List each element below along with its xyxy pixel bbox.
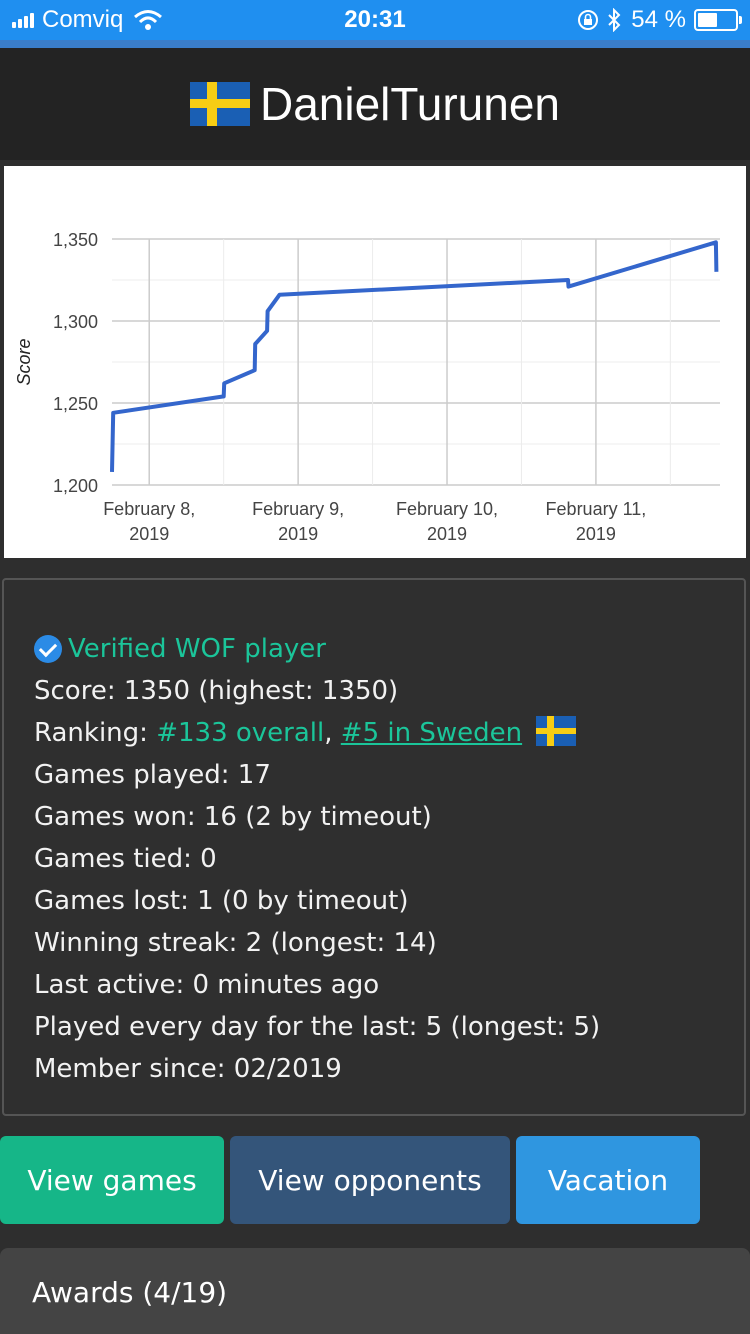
rotation-lock-icon: [578, 10, 599, 30]
y-tick-label: 1,250: [53, 394, 98, 414]
wifi-icon: [134, 10, 163, 30]
status-right: 54 %: [577, 6, 742, 34]
y-tick-label: 1,200: [53, 476, 98, 496]
x-tick-label: February 9,: [252, 499, 344, 519]
status-underline: [0, 40, 750, 48]
y-tick-label: 1,300: [53, 312, 98, 332]
awards-section[interactable]: Awards (4/19): [0, 1248, 750, 1334]
x-tick-label-year: 2019: [576, 524, 616, 544]
games-lost-line: Games lost: 1 (0 by timeout): [34, 886, 409, 916]
x-tick-label-year: 2019: [278, 524, 318, 544]
x-tick-label-year: 2019: [129, 524, 169, 544]
ranking-country-label: #5 in Sweden: [340, 718, 523, 748]
games-tied-line: Games tied: 0: [34, 844, 217, 874]
score-line: Score: 1350 (highest: 1350): [34, 676, 399, 706]
carrier-name: Comviq: [42, 6, 124, 33]
x-tick-label: February 8,: [103, 499, 195, 519]
played-every-day-line: Played every day for the last: 5 (longes…: [34, 1012, 601, 1042]
player-name: DanielTurunen: [259, 78, 561, 130]
bluetooth-icon: [608, 8, 621, 32]
sweden-flag-icon: [536, 716, 577, 746]
ranking-prefix: Ranking:: [34, 718, 157, 748]
battery-percent: 54 %: [631, 6, 686, 33]
y-axis-label: Score: [14, 338, 34, 385]
member-since-line: Member since: 02/2019: [34, 1054, 342, 1084]
status-bar: Comviq 20:31 54 %: [0, 0, 750, 40]
x-tick-label-year: 2019: [427, 524, 467, 544]
verified-label: Verified WOF player: [68, 634, 326, 664]
games-won-line: Games won: 16 (2 by timeout): [34, 802, 432, 832]
view-games-button[interactable]: View games: [0, 1136, 224, 1224]
ranking-line: Ranking: #133 overall, #5 in Sweden: [34, 712, 600, 754]
view-opponents-button[interactable]: View opponents: [230, 1136, 510, 1224]
ranking-separator: ,: [324, 718, 333, 748]
carrier-group: Comviq: [12, 6, 163, 34]
games-played-line: Games played: 17: [34, 760, 271, 790]
verified-check-icon: [34, 635, 62, 663]
winning-streak-line: Winning streak: 2 (longest: 14): [34, 928, 437, 958]
vacation-button[interactable]: Vacation: [516, 1136, 700, 1224]
score-chart: 1,350 1,300 1,250 1,200 February 8, 2019 Febru…: [4, 166, 746, 558]
y-tick-label: 1,350: [53, 230, 98, 250]
stats-panel: Verified WOF player Score: 1350 (highest…: [2, 578, 746, 1116]
last-active-line: Last active: 0 minutes ago: [34, 970, 380, 1000]
ranking-country-link[interactable]: #5 in Sweden: [340, 716, 577, 748]
awards-label: Awards (4/19): [32, 1276, 228, 1309]
signal-icon: [12, 12, 34, 28]
x-tick-label: February 10,: [396, 499, 498, 519]
sweden-flag-icon: [189, 82, 250, 126]
profile-header: DanielTurunen: [0, 48, 750, 160]
verified-badge: Verified WOF player: [34, 628, 600, 670]
ranking-overall-link[interactable]: #133 overall: [156, 718, 325, 748]
clock: 20:31: [344, 6, 406, 33]
score-series-line: [110, 240, 719, 472]
battery-icon: [694, 9, 742, 31]
x-tick-label: February 11,: [546, 499, 647, 519]
